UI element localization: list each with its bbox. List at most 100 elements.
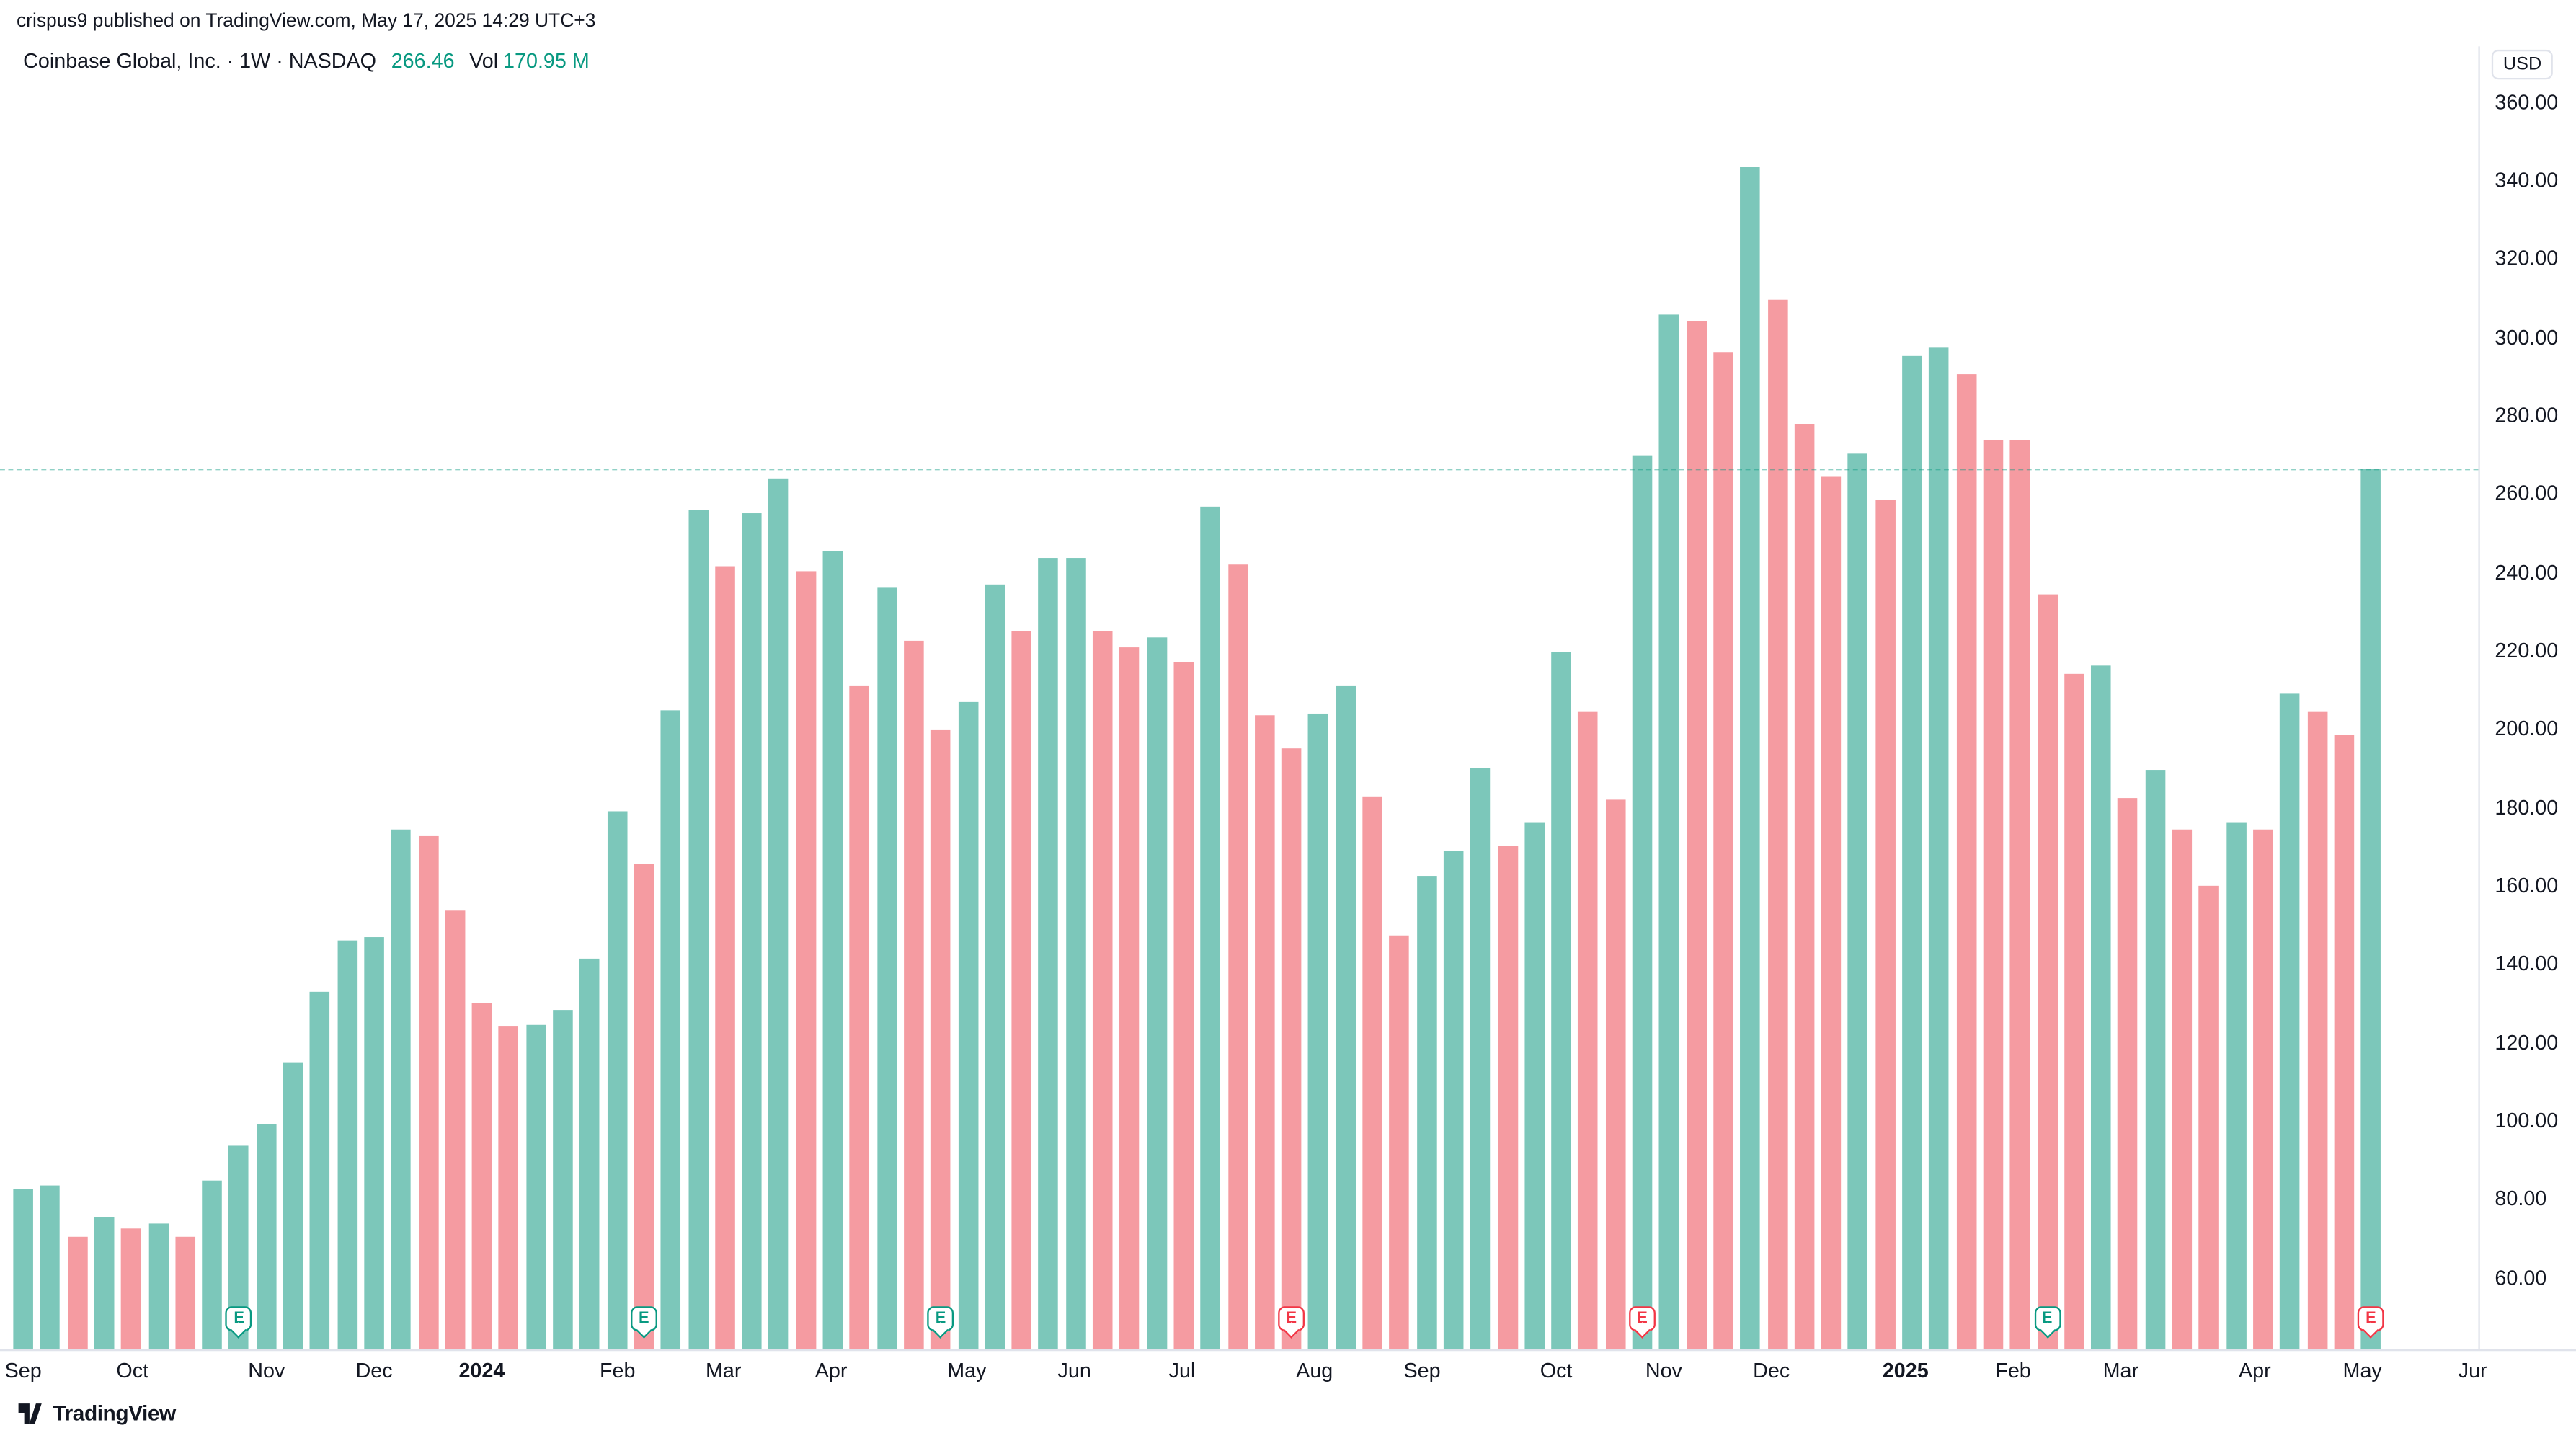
time-axis-labels: Sep Oct Nov Dec 2024 Feb Mar Apr May Jun Jul Aug Sep… bbox=[0, 1351, 2487, 1399]
price-column bbox=[1227, 564, 1248, 1349]
price-column bbox=[2172, 830, 2193, 1349]
price-column bbox=[121, 1228, 141, 1349]
price-tick-label: 80.00 bbox=[2495, 1187, 2547, 1211]
attribution-text: crispus9 published on TradingView.com, M… bbox=[16, 12, 596, 32]
time-tick-label: Apr bbox=[814, 1359, 848, 1383]
price-column bbox=[742, 513, 762, 1349]
price-column bbox=[607, 811, 627, 1349]
price-column bbox=[1308, 713, 1329, 1349]
volume-value: 170.95 M bbox=[503, 49, 590, 74]
price-tick-label: 60.00 bbox=[2495, 1265, 2547, 1290]
time-tick-label: Sep bbox=[1403, 1359, 1441, 1383]
time-axis[interactable]: Sep Oct Nov Dec 2024 Feb Mar Apr May Jun Jul Aug Sep… bbox=[0, 1349, 2576, 1399]
price-column bbox=[1119, 647, 1140, 1349]
price-column bbox=[13, 1188, 33, 1349]
price-column bbox=[1659, 314, 1679, 1349]
price-column bbox=[2280, 693, 2300, 1349]
price-column bbox=[1875, 500, 1896, 1349]
volume-label: Vol bbox=[469, 49, 499, 74]
price-column bbox=[1605, 799, 1625, 1349]
earnings-marker-icon[interactable]: E bbox=[927, 1306, 954, 1331]
price-column bbox=[1632, 454, 1653, 1349]
price-column bbox=[1983, 440, 2003, 1349]
price-column bbox=[931, 729, 951, 1349]
price-column bbox=[175, 1236, 195, 1349]
price-column bbox=[1092, 630, 1113, 1349]
price-tick-label: 240.00 bbox=[2495, 560, 2559, 584]
price-column bbox=[1470, 768, 1491, 1349]
price-column bbox=[957, 702, 978, 1349]
price-column bbox=[2064, 673, 2084, 1349]
price-column bbox=[2226, 822, 2246, 1349]
price-column bbox=[796, 571, 816, 1349]
price-column bbox=[2306, 712, 2327, 1349]
price-column bbox=[1497, 846, 1518, 1349]
volume-group: Vol 170.95 M bbox=[469, 50, 590, 74]
time-tick-label: Nov bbox=[1645, 1359, 1682, 1383]
price-column bbox=[2037, 594, 2057, 1349]
price-column bbox=[391, 828, 412, 1349]
price-column bbox=[1740, 167, 1761, 1349]
time-tick-label: Mar bbox=[706, 1359, 742, 1383]
price-column bbox=[579, 958, 600, 1349]
price-column bbox=[40, 1185, 61, 1349]
currency-label: USD bbox=[2491, 49, 2554, 80]
price-column bbox=[822, 551, 843, 1349]
earnings-marker-icon[interactable]: E bbox=[2358, 1306, 2384, 1331]
tradingview-logo[interactable]: TradingView bbox=[17, 1401, 176, 1426]
price-column bbox=[417, 836, 438, 1349]
price-column bbox=[849, 685, 870, 1349]
time-tick-label: 2025 bbox=[1882, 1359, 1929, 1383]
price-tick-label: 220.00 bbox=[2495, 639, 2559, 662]
price-column bbox=[2091, 666, 2111, 1349]
price-column bbox=[445, 911, 465, 1349]
price-column bbox=[1848, 453, 1868, 1349]
time-tick-label: Apr bbox=[2239, 1359, 2271, 1383]
price-column bbox=[634, 864, 654, 1349]
time-tick-label: May bbox=[947, 1359, 987, 1383]
price-column bbox=[768, 478, 789, 1349]
price-tick-label: 300.00 bbox=[2495, 325, 2559, 349]
time-tick-label: Aug bbox=[1296, 1359, 1333, 1383]
price-column bbox=[2145, 770, 2165, 1349]
price-column bbox=[2334, 735, 2354, 1349]
tradingview-logo-icon bbox=[18, 1402, 42, 1424]
price-column bbox=[1686, 321, 1707, 1349]
price-column bbox=[2009, 440, 2030, 1349]
price-column bbox=[1713, 352, 1733, 1349]
price-column bbox=[1065, 557, 1086, 1349]
price-tick-label: 140.00 bbox=[2495, 952, 2559, 976]
time-tick-label: Jul bbox=[1168, 1359, 1196, 1383]
last-price-value: 266.46 bbox=[391, 49, 455, 74]
chart-legend[interactable]: Coinbase Global, Inc. · 1W · NASDAQ 266.… bbox=[23, 50, 590, 74]
price-column bbox=[310, 992, 330, 1349]
time-tick-label: Oct bbox=[116, 1359, 149, 1383]
earnings-marker-icon[interactable]: E bbox=[630, 1306, 657, 1331]
price-column bbox=[2360, 469, 2381, 1349]
price-tick-label: 160.00 bbox=[2495, 874, 2559, 897]
price-column bbox=[1282, 748, 1302, 1349]
price-tick-label: 360.00 bbox=[2495, 90, 2559, 114]
price-column bbox=[876, 587, 897, 1349]
price-column bbox=[1039, 558, 1059, 1349]
earnings-marker-icon[interactable]: E bbox=[226, 1306, 253, 1331]
price-column bbox=[337, 941, 357, 1349]
time-tick-label: Sep bbox=[4, 1359, 42, 1383]
price-column bbox=[553, 1009, 573, 1349]
price-column bbox=[1821, 476, 1842, 1349]
earnings-marker-icon[interactable]: E bbox=[1629, 1306, 1656, 1331]
price-column bbox=[67, 1237, 87, 1349]
price-column bbox=[1929, 347, 1950, 1349]
price-column bbox=[688, 510, 708, 1349]
earnings-marker-icon[interactable]: E bbox=[2033, 1306, 2061, 1331]
symbol-title[interactable]: Coinbase Global, Inc. · 1W · NASDAQ bbox=[23, 49, 377, 74]
price-column bbox=[1578, 712, 1599, 1349]
price-column bbox=[283, 1062, 303, 1349]
price-axis[interactable]: USD 360.00 340.00 320.00 300.00 280.00 260.00… bbox=[2478, 46, 2576, 1349]
price-column bbox=[1011, 630, 1032, 1349]
price-column bbox=[148, 1223, 169, 1349]
earnings-marker-icon[interactable]: E bbox=[1278, 1306, 1305, 1331]
time-tick-label: 2024 bbox=[458, 1359, 505, 1383]
